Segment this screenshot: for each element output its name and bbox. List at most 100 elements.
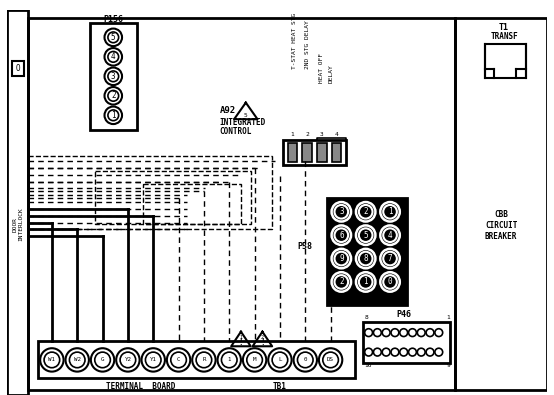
Text: CIRCUIT: CIRCUIT [485,221,517,230]
Bar [302,143,312,162]
Text: 5: 5 [363,231,368,240]
Text: 3: 3 [320,132,324,137]
Text: L: L [278,357,281,363]
Circle shape [380,249,400,268]
Circle shape [192,348,216,372]
Text: INTEGRATED: INTEGRATED [219,118,266,127]
Text: !: ! [239,338,243,347]
Circle shape [105,107,122,124]
Text: C: C [177,357,180,363]
Bar [90,23,137,130]
Text: 6: 6 [339,231,343,240]
Circle shape [335,252,348,265]
Text: 1: 1 [447,314,450,320]
Text: Y1: Y1 [150,357,157,363]
Circle shape [332,202,351,222]
Circle shape [319,348,342,372]
Circle shape [268,348,291,372]
Circle shape [356,272,376,292]
Circle shape [359,252,372,265]
Text: M: M [253,357,257,363]
Circle shape [294,348,317,372]
Circle shape [335,275,348,289]
Circle shape [141,348,165,372]
Circle shape [359,205,372,218]
Bar [95,171,251,224]
Text: 7: 7 [388,254,392,263]
Circle shape [380,202,400,222]
Text: O: O [16,64,20,73]
Bar [288,143,297,162]
Circle shape [356,202,376,222]
Circle shape [91,348,114,372]
Text: W1: W1 [48,357,55,363]
Text: CONTROL: CONTROL [219,127,252,136]
Circle shape [65,348,89,372]
Text: Y2: Y2 [125,357,131,363]
Text: 2: 2 [305,132,309,137]
Circle shape [356,226,376,245]
Text: TRANSF: TRANSF [490,32,518,41]
Text: HEAT OFF: HEAT OFF [319,53,324,83]
Bar [455,18,547,390]
Text: 1: 1 [291,132,295,137]
Bar [28,156,272,229]
Text: 2: 2 [261,335,264,340]
Text: 16: 16 [365,363,372,368]
Text: 1: 1 [388,207,392,216]
Text: DOOR
INTERLOCK: DOOR INTERLOCK [12,208,23,241]
Bar [485,44,526,78]
Circle shape [332,272,351,292]
Text: 3: 3 [111,72,116,81]
Text: 2: 2 [339,277,343,286]
Text: 0: 0 [388,277,392,286]
Circle shape [332,226,351,245]
Circle shape [40,348,64,372]
Text: !: ! [260,338,265,347]
Text: 9: 9 [447,363,450,368]
Text: P156: P156 [103,15,124,24]
Text: TERMINAL  BOARD: TERMINAL BOARD [106,382,176,391]
Bar [327,198,407,305]
Circle shape [380,226,400,245]
Text: 1: 1 [228,357,231,363]
Text: 4: 4 [388,231,392,240]
Text: T-STAT HEAT STG: T-STAT HEAT STG [292,12,297,68]
Bar [143,184,241,224]
Text: DELAY: DELAY [329,64,334,83]
Circle shape [359,228,372,242]
Circle shape [359,275,372,289]
Bar [332,143,341,162]
Text: 9: 9 [339,254,343,263]
Bar [317,143,327,162]
Bar [283,140,346,165]
Text: 2: 2 [363,207,368,216]
Text: T1: T1 [499,23,509,32]
Circle shape [167,348,190,372]
Circle shape [105,68,122,85]
Text: 3: 3 [339,207,343,216]
Text: 2ND STG DELAY: 2ND STG DELAY [305,20,310,68]
Circle shape [383,205,397,218]
Text: P46: P46 [397,310,412,319]
Text: 1: 1 [363,277,368,286]
Circle shape [335,205,348,218]
Text: TB1: TB1 [272,382,286,391]
Circle shape [383,252,397,265]
Text: 1: 1 [239,335,243,340]
Bar [363,322,450,363]
Text: CBB: CBB [494,210,508,219]
Circle shape [335,228,348,242]
Circle shape [218,348,241,372]
Circle shape [116,348,140,372]
Text: P58: P58 [297,243,312,251]
Circle shape [383,228,397,242]
Text: A92: A92 [219,106,235,115]
Text: 8: 8 [363,254,368,263]
Bar [12,61,24,76]
Text: R: R [202,357,206,363]
Text: 5: 5 [244,113,248,118]
Circle shape [356,249,376,268]
Circle shape [105,87,122,105]
Text: BREAKER: BREAKER [485,231,517,241]
